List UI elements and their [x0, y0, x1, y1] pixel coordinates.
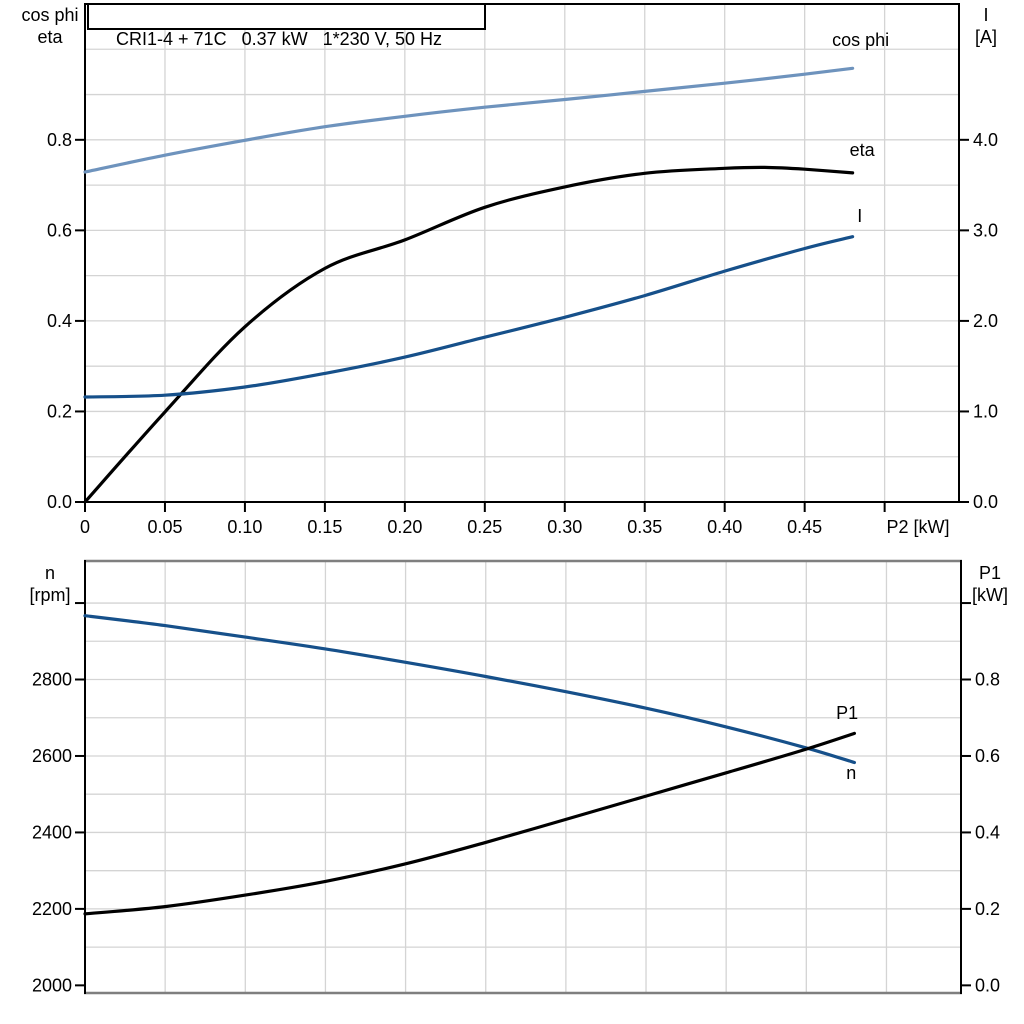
right-axis-tick-label: 2.0 [973, 311, 998, 331]
left-axis-tick-label: 2200 [32, 899, 72, 919]
left-axis-tick-label: 2400 [32, 822, 72, 842]
x-axis-title: P2 [kW] [886, 517, 950, 537]
x-axis-tick-label: 0.10 [227, 517, 262, 537]
axis-title-line: I [983, 5, 989, 25]
x-axis-tick-label: 0.05 [147, 517, 182, 537]
right-axis-tick-label: 0.0 [973, 492, 998, 512]
axis-title-line: [A] [974, 27, 997, 47]
x-axis-tick-label: 0.20 [387, 517, 422, 537]
right-axis-tick-label: 0.0 [975, 975, 1000, 995]
right-axis-tick-label: 0.2 [975, 899, 1000, 919]
x-axis-tick-label: 0.40 [707, 517, 742, 537]
curve-p1 [83, 731, 856, 916]
right-axis-tick-label: 1.0 [973, 401, 998, 421]
curve-n [83, 614, 856, 765]
left-axis-tick-label: 0.4 [47, 311, 72, 331]
left-axis-tick-label: 2600 [32, 746, 72, 766]
chart-title: CRI1-4 + 71C 0.37 kW 1*230 V, 50 Hz [116, 29, 443, 49]
axis-title-line: [rpm] [29, 585, 71, 605]
left-axis-tick-label: 0.2 [47, 401, 72, 421]
series-label-n: n [846, 763, 856, 783]
top-chart: cos phi eta I 0.0 0.2 0.4 0.6 0.8 0.0 1.0 2.0 3.0 4.… [47, 3, 998, 537]
series-label-i: I [857, 206, 862, 226]
x-axis-tick-label: 0.35 [627, 517, 662, 537]
bottom-right-axis-title: P1 [kW] [948, 562, 1024, 606]
axis-title-line: eta [37, 27, 63, 47]
right-axis-tick-label: 0.6 [975, 746, 1000, 766]
left-axis-tick-label: 0.8 [47, 130, 72, 150]
left-axis-tick-label: 0.0 [47, 492, 72, 512]
chart-title-box: CRI1-4 + 71C 0.37 kW 1*230 V, 50 Hz [87, 3, 486, 49]
axis-title-line: [kW] [972, 585, 1008, 605]
left-axis-tick-label: 0.6 [47, 220, 72, 240]
curve-cos-phi [83, 66, 855, 174]
axis-title-line: cos phi [21, 5, 79, 25]
right-axis-tick-label: 4.0 [973, 130, 998, 150]
x-axis-tick-label: 0 [80, 517, 90, 537]
axis-title-line: n [44, 563, 55, 583]
x-axis-tick-label: 0.45 [787, 517, 822, 537]
right-axis-tick-label: 0.4 [975, 822, 1000, 842]
bottom-chart: n P1 2000 2200 2400 2600 2800 0.0 0.2 0.4 0.6 0.8 [32, 559, 1000, 995]
series-label-p1: P1 [836, 703, 858, 723]
x-axis-tick-label: 0.15 [307, 517, 342, 537]
x-axis-tick-label: 0.30 [547, 517, 582, 537]
left-axis-tick-label: 2000 [32, 975, 72, 995]
bottom-left-axis-title: n [rpm] [8, 562, 92, 606]
right-axis-tick-label: 0.8 [975, 670, 1000, 690]
x-axis-tick-label: 0.25 [467, 517, 502, 537]
curve-i [83, 235, 855, 399]
right-axis-tick-label: 3.0 [973, 220, 998, 240]
axis-title-line: P1 [978, 563, 1002, 583]
top-left-axis-title: cos phi eta [8, 4, 92, 48]
series-label-cos-phi: cos phi [832, 30, 889, 50]
curve-eta [83, 165, 855, 504]
series-label-eta: eta [850, 140, 876, 160]
left-axis-tick-label: 2800 [32, 670, 72, 690]
top-right-axis-title: I [A] [944, 4, 1024, 48]
